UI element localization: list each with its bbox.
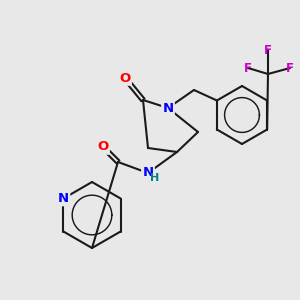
Text: N: N	[58, 192, 69, 205]
Text: N: N	[162, 101, 174, 115]
Text: H: H	[150, 173, 160, 183]
Text: F: F	[244, 61, 252, 74]
Text: F: F	[264, 44, 272, 56]
Text: F: F	[286, 61, 294, 74]
Text: O: O	[98, 140, 109, 154]
Text: O: O	[119, 71, 130, 85]
Text: N: N	[142, 167, 154, 179]
